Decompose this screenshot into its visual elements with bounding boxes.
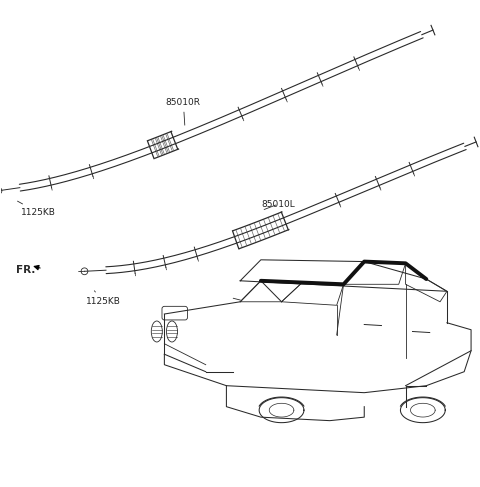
Text: 85010R: 85010R [166, 97, 201, 125]
Text: 1125KB: 1125KB [86, 291, 121, 306]
Text: 85010L: 85010L [262, 200, 295, 209]
Text: 1125KB: 1125KB [17, 201, 56, 217]
Text: FR.: FR. [16, 265, 36, 275]
